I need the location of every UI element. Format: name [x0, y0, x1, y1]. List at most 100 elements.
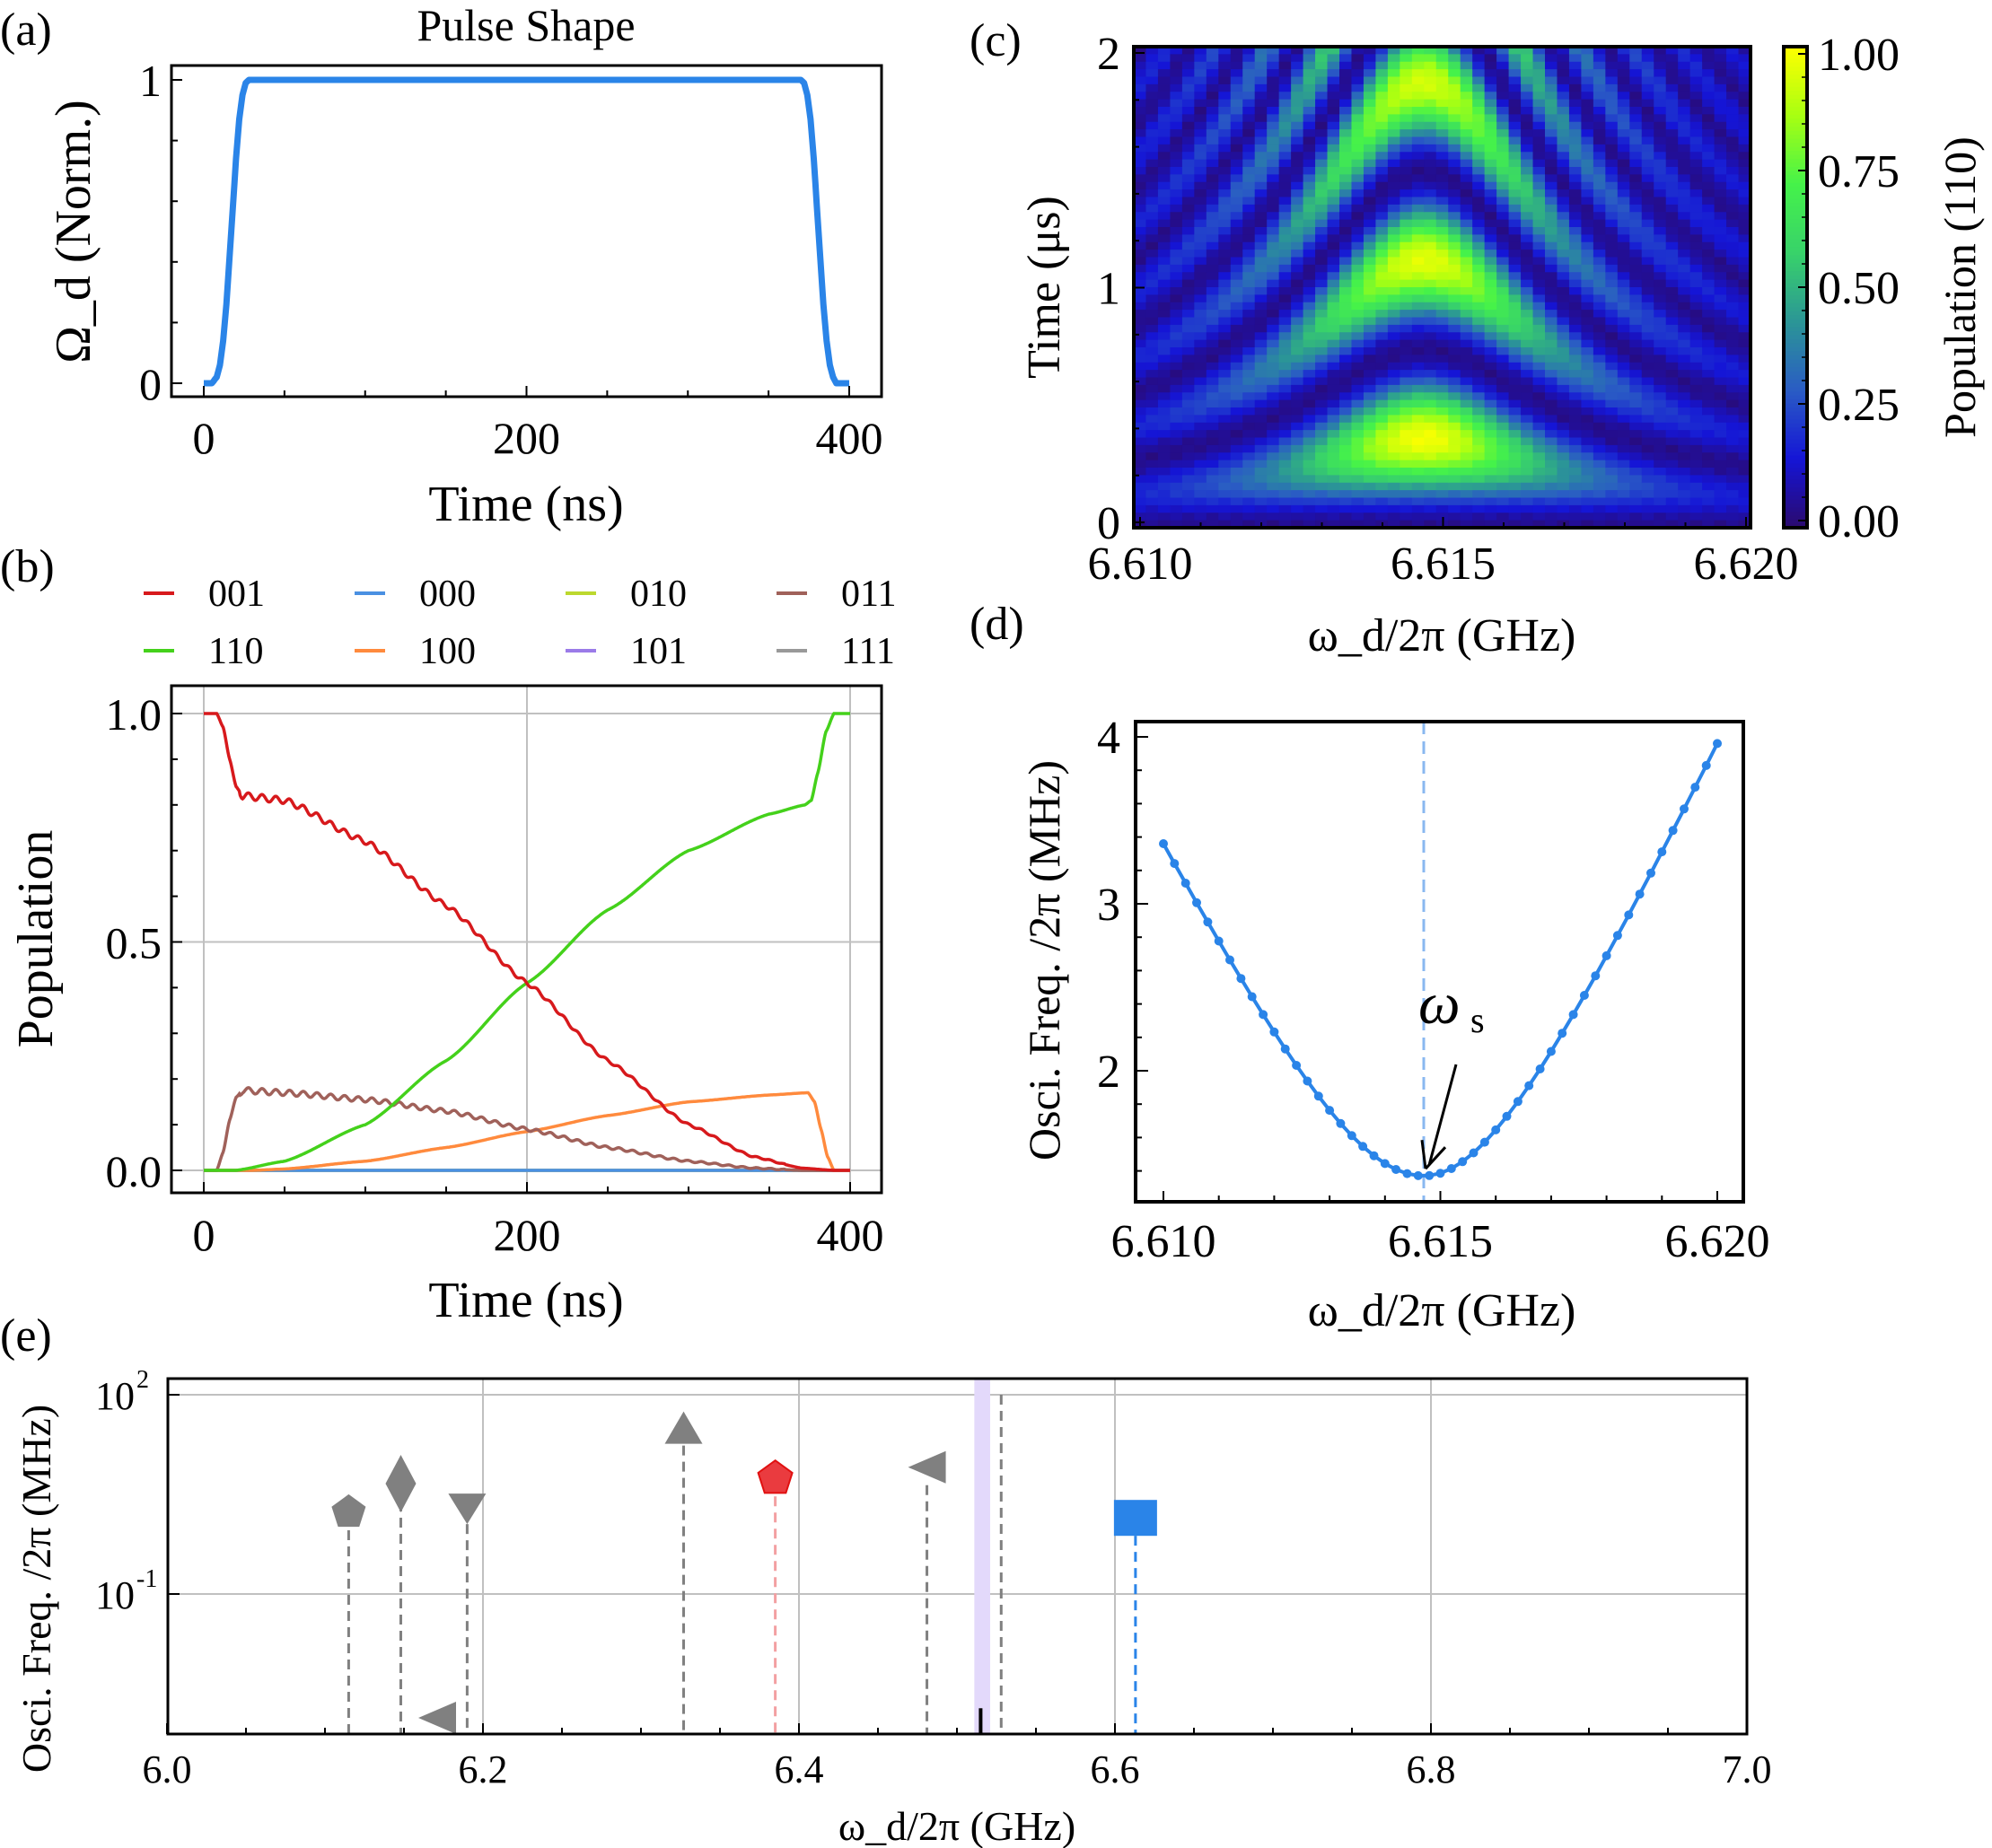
heatmap-cell — [1738, 257, 1751, 266]
heatmap-cell — [1242, 174, 1256, 183]
heatmap-cell — [1411, 399, 1425, 408]
heatmap-cell — [1629, 310, 1643, 319]
heatmap-cell — [1375, 114, 1389, 123]
heatmap-cell — [1157, 114, 1172, 123]
heatmap-cell — [1194, 460, 1207, 469]
heatmap-cell — [1678, 415, 1691, 424]
heatmap-cell — [1278, 212, 1292, 221]
heatmap-cell — [1521, 377, 1534, 386]
heatmap-cell — [1545, 76, 1558, 85]
heatmap-cell — [1194, 204, 1207, 213]
heatmap-cell — [1424, 422, 1437, 431]
heatmap-cell — [1521, 302, 1534, 311]
heatmap-cell — [1545, 415, 1558, 424]
heatmap-cell — [1593, 272, 1606, 281]
osc-freq-point — [1713, 739, 1722, 749]
heatmap-cell — [1351, 317, 1365, 326]
heatmap-cell — [1726, 99, 1740, 108]
heatmap-cell — [1134, 392, 1147, 401]
heatmap-cell — [1157, 227, 1172, 235]
heatmap-cell — [1278, 83, 1292, 92]
heatmap-cell — [1291, 152, 1304, 161]
heatmap-cell — [1714, 167, 1727, 175]
heatmap-cell — [1641, 377, 1654, 386]
heatmap-cell — [1278, 197, 1292, 206]
heatmap-cell — [1134, 92, 1147, 101]
heatmap-cell — [1363, 121, 1377, 130]
heatmap-cell — [1242, 497, 1256, 506]
panel-b-ylabel: Population — [8, 830, 64, 1048]
heatmap-cell — [1351, 384, 1365, 393]
heatmap-cell — [1375, 422, 1389, 431]
heatmap-cell — [1363, 332, 1377, 341]
heatmap-cell — [1484, 377, 1497, 386]
heatmap-cell — [1351, 189, 1365, 198]
heatmap-cell — [1496, 332, 1510, 341]
heatmap-cell — [1496, 129, 1510, 138]
heatmap-cell — [1678, 399, 1691, 408]
heatmap-cell — [1678, 490, 1691, 499]
heatmap-cell — [1702, 189, 1716, 198]
heatmap-cell — [1278, 415, 1292, 424]
heatmap-cell — [1581, 287, 1594, 295]
heatmap-cell — [1181, 107, 1195, 115]
heatmap-cell — [1363, 76, 1377, 85]
heatmap-cell — [1303, 512, 1316, 521]
heatmap-cell — [1254, 310, 1268, 319]
heatmap-cell — [1267, 212, 1280, 221]
heatmap-cell — [1545, 377, 1558, 386]
heatmap-cell — [1206, 241, 1219, 250]
heatmap-cell — [1738, 310, 1751, 319]
heatmap-cell — [1726, 452, 1740, 461]
heatmap-cell — [1484, 332, 1497, 341]
heatmap-cell — [1726, 392, 1740, 401]
osc-freq-point — [1192, 898, 1201, 907]
heatmap-cell — [1303, 257, 1316, 266]
heatmap-cell — [1170, 512, 1183, 521]
heatmap-cell — [1400, 189, 1413, 198]
heatmap-cell — [1351, 181, 1365, 190]
heatmap-cell — [1170, 475, 1183, 484]
heatmap-cell — [1605, 197, 1619, 206]
heatmap-cell — [1508, 302, 1522, 311]
heatmap-cell — [1181, 159, 1195, 168]
heatmap-cell — [1400, 399, 1413, 408]
heatmap-cell — [1435, 227, 1449, 235]
heatmap-cell — [1327, 152, 1340, 161]
heatmap-cell — [1472, 272, 1486, 281]
heatmap-cell — [1568, 302, 1583, 311]
heatmap-cell — [1557, 264, 1570, 273]
heatmap-cell — [1460, 468, 1473, 476]
heatmap-cell — [1363, 317, 1377, 326]
heatmap-cell — [1230, 377, 1243, 386]
heatmap-cell — [1206, 136, 1219, 145]
heatmap-cell — [1726, 482, 1740, 491]
colorbar-tick-label: 0.25 — [1818, 380, 1900, 431]
heatmap-cell — [1327, 204, 1340, 213]
heatmap-cell — [1545, 114, 1558, 123]
heatmap-cell — [1605, 152, 1619, 161]
heatmap-cell — [1435, 174, 1449, 183]
heatmap-cell — [1508, 355, 1522, 363]
heatmap-cell — [1363, 444, 1377, 453]
heatmap-cell — [1508, 317, 1522, 326]
heatmap-cell — [1532, 227, 1546, 235]
heatmap-cell — [1206, 520, 1219, 529]
heatmap-cell — [1472, 415, 1486, 424]
heatmap-cell — [1194, 302, 1207, 311]
heatmap-cell — [1557, 490, 1570, 499]
heatmap-cell — [1521, 294, 1534, 303]
heatmap-cell — [1605, 204, 1619, 213]
heatmap-cell — [1581, 107, 1594, 115]
heatmap-cell — [1629, 339, 1643, 348]
heatmap-cell — [1267, 121, 1280, 130]
heatmap-cell — [1448, 302, 1461, 311]
heatmap-cell — [1629, 399, 1643, 408]
heatmap-cell — [1617, 121, 1630, 130]
heatmap-cell — [1303, 384, 1316, 393]
heatmap-cell — [1714, 324, 1727, 333]
colorbar-segment — [1784, 495, 1807, 501]
heatmap-cell — [1484, 99, 1497, 108]
heatmap-cell — [1593, 129, 1606, 138]
heatmap-cell — [1254, 136, 1268, 145]
